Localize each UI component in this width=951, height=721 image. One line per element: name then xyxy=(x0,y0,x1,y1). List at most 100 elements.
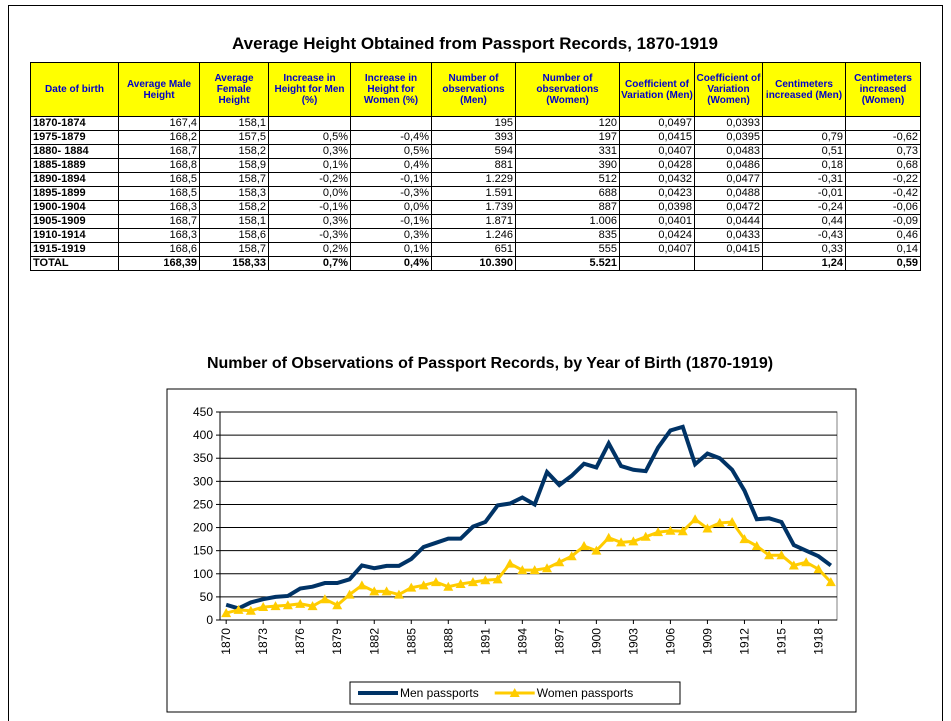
y-tick-label: 350 xyxy=(193,451,213,465)
table-cell: 1915-1919 xyxy=(30,242,119,257)
table-cell: 1.739 xyxy=(431,200,516,215)
point-marker xyxy=(418,580,429,590)
point-marker xyxy=(245,605,256,615)
header-cell: Coefficient of Variation (Men) xyxy=(619,62,695,117)
table-cell: 0,0424 xyxy=(619,228,695,243)
point-marker xyxy=(640,531,651,541)
point-marker xyxy=(233,604,244,614)
point-marker xyxy=(430,577,441,587)
table-cell: 0,14 xyxy=(845,242,921,257)
x-tick-label: 1912 xyxy=(737,628,751,655)
x-tick-label: 1873 xyxy=(256,628,270,655)
chart-title: Number of Observations of Passport Recor… xyxy=(207,355,773,372)
table-row: 1915-1919 168,6 158,7 0,2% 0,1% 651 555 0,0407 0… xyxy=(30,242,921,257)
table-cell: 594 xyxy=(431,144,516,159)
x-tick-label: 1903 xyxy=(626,628,640,655)
point-marker xyxy=(764,550,775,560)
y-tick-label: 450 xyxy=(193,405,213,419)
data-table: Date of birth Average Male Height Average … xyxy=(30,62,921,271)
y-tick-label: 150 xyxy=(193,544,213,558)
point-marker xyxy=(529,565,540,575)
x-tick-label: 1870 xyxy=(219,628,233,655)
point-marker xyxy=(282,600,293,610)
point-marker xyxy=(504,558,515,568)
header-cell: Centimeters increased (Men) xyxy=(762,62,846,117)
y-tick-label: 100 xyxy=(193,567,213,581)
table-cell: 0,59 xyxy=(845,256,921,271)
point-marker xyxy=(369,586,380,596)
table-row: 1885-1889 168,8 158,9 0,1% 0,4% 881 390 0,0428 0… xyxy=(30,158,921,173)
x-tick-label: 1897 xyxy=(552,628,566,655)
table-cell: 331 xyxy=(515,144,620,159)
header-cell: Number of observations (Women) xyxy=(515,62,620,117)
header-cell: Average Female Height xyxy=(199,62,269,117)
point-marker xyxy=(332,600,343,610)
table-cell: 168,8 xyxy=(118,158,200,173)
table-cell: 0,7% xyxy=(268,256,351,271)
header-cell: Date of birth xyxy=(30,62,119,117)
y-tick-label: 0 xyxy=(206,613,213,627)
x-tick-label: 1915 xyxy=(774,628,788,655)
legend-marker xyxy=(509,688,520,697)
point-marker xyxy=(665,525,676,535)
y-tick-label: 300 xyxy=(193,474,213,488)
point-marker xyxy=(825,577,836,587)
table-row: TOTAL 168,39 158,33 0,7% 0,4% 10.390 5.521 1,24… xyxy=(30,256,921,271)
point-marker xyxy=(356,580,367,590)
table-row: 1900-1904 168,3 158,2 -0,1% 0,0% 1.739 887 0,03… xyxy=(30,200,921,215)
table-cell: 651 xyxy=(431,242,516,257)
chart-border xyxy=(166,388,857,713)
table-cell: 1,24 xyxy=(762,256,846,271)
point-marker xyxy=(542,563,553,573)
table-row: 1895-1899 168,5 158,3 0,0% -0,3% 1.591 688 0,04… xyxy=(30,186,921,201)
point-marker xyxy=(591,545,602,555)
table-cell: 0,4% xyxy=(350,256,432,271)
point-marker xyxy=(801,557,812,567)
y-tick-label: 200 xyxy=(193,521,213,535)
point-marker xyxy=(628,536,639,546)
x-tick-label: 1900 xyxy=(589,628,603,655)
table-cell: 512 xyxy=(515,172,620,187)
point-marker xyxy=(467,577,478,587)
point-marker xyxy=(307,601,318,611)
point-marker xyxy=(653,527,664,537)
x-tick-label: 1891 xyxy=(478,628,492,655)
x-tick-label: 1894 xyxy=(515,628,529,655)
point-marker xyxy=(517,565,528,575)
point-marker xyxy=(566,551,577,561)
table-cell: 1905-1909 xyxy=(30,214,119,229)
x-tick-label: 1885 xyxy=(404,628,418,655)
table-row: 1905-1909 168,7 158,1 0,3% -0,1% 1.871 1.006 0,… xyxy=(30,214,921,229)
table-cell: 0,33 xyxy=(762,242,846,257)
header-cell: Centimeters increased (Women) xyxy=(845,62,921,117)
point-marker xyxy=(751,541,762,551)
table-cell: 197 xyxy=(515,130,620,145)
point-marker xyxy=(714,517,725,527)
table-cell: TOTAL xyxy=(30,256,119,271)
table-cell: 5.521 xyxy=(515,256,620,271)
point-marker xyxy=(270,601,281,611)
point-marker xyxy=(702,523,713,533)
point-marker xyxy=(295,598,306,608)
x-tick-label: 1879 xyxy=(330,628,344,655)
point-marker xyxy=(393,589,404,599)
header-cell: Coefficient of Variation (Women) xyxy=(694,62,763,117)
x-tick-label: 1909 xyxy=(700,628,714,655)
y-tick-label: 250 xyxy=(193,497,213,511)
table-cell: -0,3% xyxy=(268,228,351,243)
point-marker xyxy=(221,608,232,618)
table-cell: 0,0486 xyxy=(694,158,763,173)
table-cell: 158,33 xyxy=(199,256,269,271)
point-marker xyxy=(727,517,738,527)
point-marker xyxy=(344,589,355,599)
series-line xyxy=(225,424,833,611)
point-marker xyxy=(579,541,590,551)
point-marker xyxy=(455,578,466,588)
table-row: 1880- 1884 168,7 158,2 0,3% 0,5% 594 331 0,0407… xyxy=(30,144,921,159)
point-marker xyxy=(739,534,750,544)
point-marker xyxy=(603,532,614,542)
table-cell: 0,0393 xyxy=(694,116,763,131)
table-cell: -0,4% xyxy=(350,130,432,145)
table-title: Average Height Obtained from Passport Re… xyxy=(232,34,718,53)
